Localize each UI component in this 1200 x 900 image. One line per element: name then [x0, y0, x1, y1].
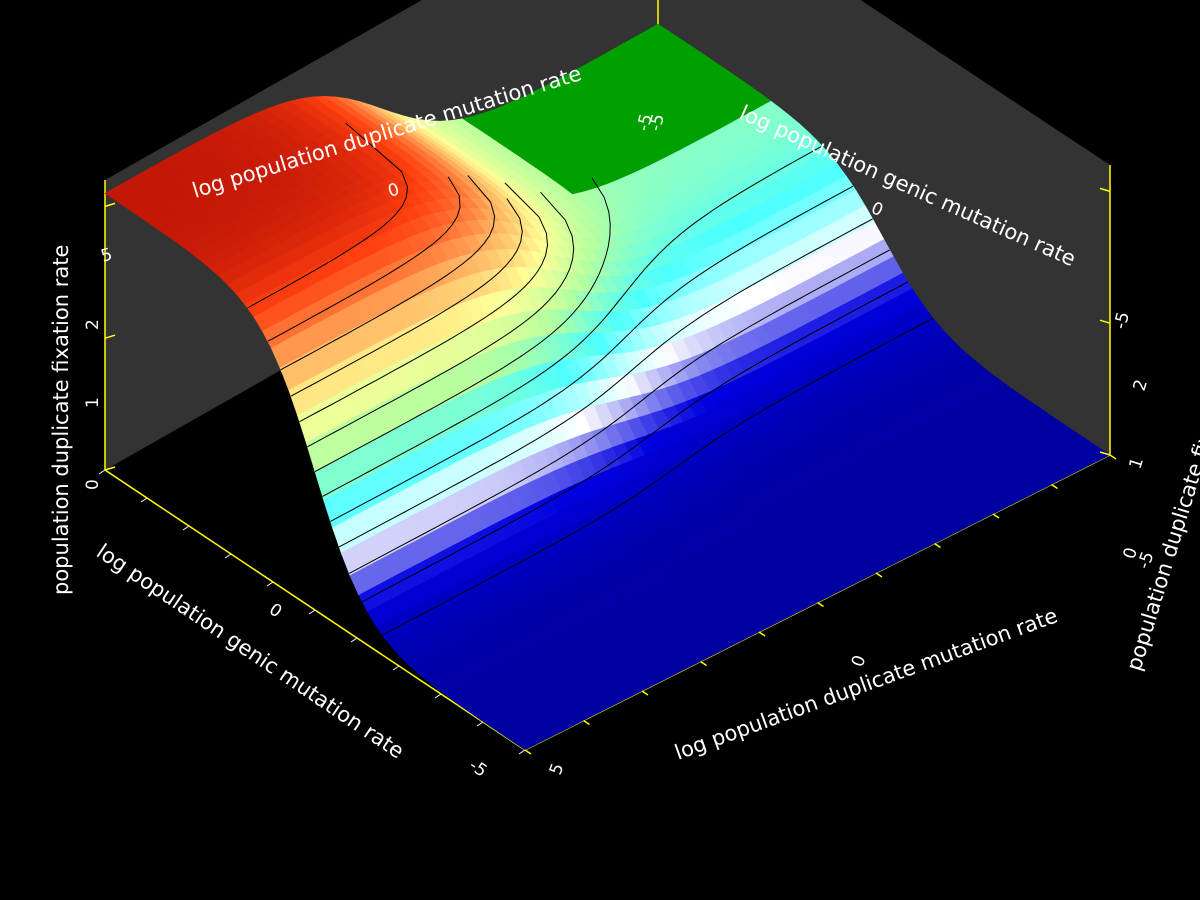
genic-tick-bottom-10	[98, 469, 106, 475]
genic-tick-bottom-9	[140, 497, 148, 503]
genic-tick-bottom-2	[434, 693, 442, 699]
z-tick-right-1	[1099, 319, 1111, 324]
contour-line-2	[348, 249, 890, 574]
tick-marks	[98, 187, 1117, 755]
contour-line-5	[322, 145, 823, 497]
genic-tick-bottom-7	[224, 553, 232, 559]
contour-line-1	[361, 281, 909, 603]
dup-tick-bottom-3	[700, 660, 707, 667]
dup-tick-bottom-9	[1051, 483, 1058, 490]
contour-line-3	[338, 218, 873, 548]
z-tick-left-0	[104, 466, 116, 471]
tick-label-right-genic-neg5: -5	[1110, 310, 1134, 331]
genic-tick-bottom-3	[392, 665, 400, 671]
contour-line-7	[307, 191, 575, 448]
genic-tick-bottom-5	[308, 609, 316, 615]
z-tick-right-0	[1099, 451, 1111, 456]
tick-label-left-z-0: 0	[83, 479, 103, 490]
tick-label-right-z-1: 1	[1126, 455, 1148, 471]
tick-label-left-z-1: 1	[83, 397, 103, 408]
dup-tick-bottom-7	[934, 542, 941, 549]
dup-tick-bottom-5	[817, 601, 824, 608]
tick-label-bottom-genic-0: 0	[265, 600, 285, 623]
surface-patch	[515, 737, 538, 751]
dup-tick-bottom-6	[875, 572, 883, 578]
dup-tick-bottom-1	[583, 719, 590, 726]
tick-label-bottom-genic-neg5: -5	[465, 756, 490, 782]
tick-label-right-z-2: 2	[1130, 377, 1152, 393]
contour-line-8	[299, 182, 549, 423]
tick-label-left-z-2: 2	[83, 319, 103, 330]
contour-lines	[247, 122, 934, 636]
dup-tick-bottom-0	[524, 749, 532, 755]
contour-line-10	[280, 175, 496, 371]
dup-tick-bottom-4	[758, 631, 766, 637]
tick-label-bottom-dup-5: 5	[546, 761, 568, 778]
genic-tick-bottom-1	[476, 721, 484, 727]
tick-label-bottom-dup-0: 0	[848, 653, 870, 670]
dup-tick-bottom-8	[992, 513, 1000, 519]
z-tick-left-1	[104, 334, 116, 339]
contour-line-0	[382, 317, 934, 636]
genic-tick-bottom-0	[518, 749, 526, 755]
genic-tick-bottom-6	[266, 581, 274, 587]
genic-tick-bottom-4	[350, 637, 358, 643]
dup-tick-bottom-10	[1109, 454, 1117, 460]
contour-line-6	[314, 177, 611, 473]
tick-label-top-dup-neg5: -5	[633, 112, 657, 133]
contour-line-12	[247, 122, 409, 309]
contour-line-4	[330, 185, 854, 522]
dup-tick-bottom-2	[641, 690, 649, 696]
z-tick-right-2	[1099, 187, 1111, 193]
axis-title-fixation-left: population duplicate fixation rate	[49, 245, 73, 595]
contour-line-9	[290, 198, 523, 397]
genic-tick-bottom-8	[182, 525, 190, 531]
tick-label-top-genic-neg5: -5	[645, 112, 669, 133]
z-tick-left-2	[104, 202, 116, 208]
contour-line-11	[267, 176, 461, 342]
tick-label-bottom-dup-neg5: -5	[1134, 549, 1159, 572]
